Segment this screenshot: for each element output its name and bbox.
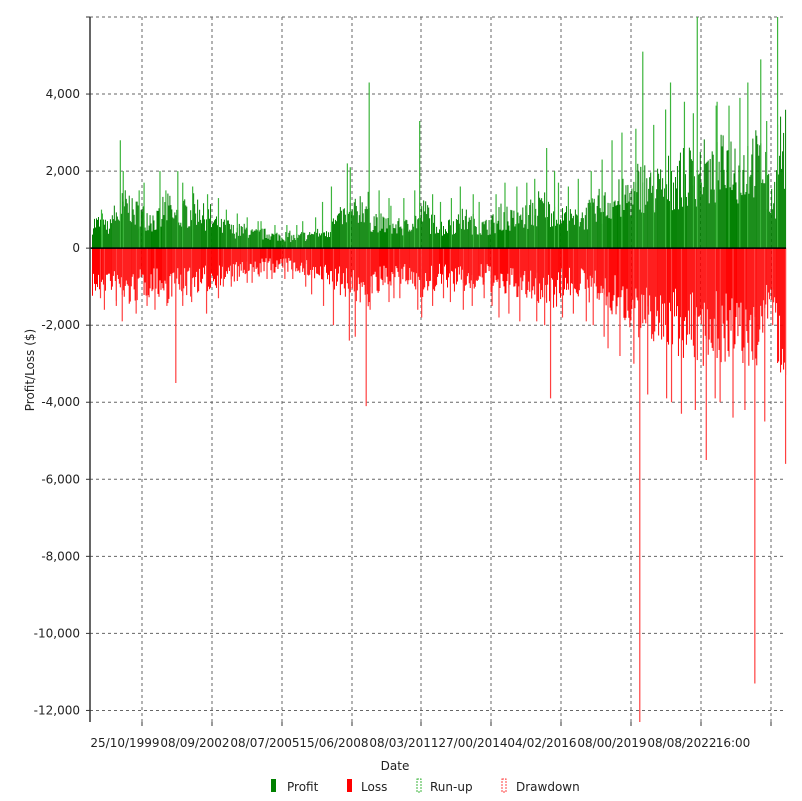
y-tick-label: -8,000 [41, 549, 80, 563]
axes [86, 16, 786, 726]
x-tick-labels: 25/10/1999 08/09/2002 08/07/2005 15/06/2008… [90, 736, 750, 750]
y-tick-labels: 4,000 2,000 0 -2,000 -4,000 -6,000 -8,000 -10,0… [34, 87, 80, 717]
y-tick-label: -6,000 [41, 472, 80, 486]
x-tick-label: 27/00/2014 [438, 736, 507, 750]
x-tick-label: 08/09/2002 [160, 736, 229, 750]
y-tick-label: 4,000 [46, 87, 80, 101]
runup-swatch [416, 778, 422, 793]
bars [92, 17, 787, 722]
legend-item-runup[interactable]: Run-up [416, 778, 473, 794]
legend-item-drawdown[interactable]: Drawdown [501, 778, 580, 794]
y-tick-label: -4,000 [41, 395, 80, 409]
legend-label-drawdown: Drawdown [516, 780, 580, 794]
loss-swatch [347, 779, 352, 792]
legend-label-profit: Profit [287, 780, 319, 794]
legend-label-runup: Run-up [430, 780, 473, 794]
y-tick-label: -12,000 [34, 703, 80, 717]
legend-item-profit[interactable]: Profit [271, 779, 319, 794]
x-tick-label: 16:00 [716, 736, 751, 750]
drawdown-swatch [501, 778, 507, 793]
x-tick-label: 15/06/2008 [299, 736, 368, 750]
y-tick-label: -10,000 [34, 626, 80, 640]
y-axis-label: Profit/Loss ($) [23, 329, 37, 411]
legend: Profit Loss Run-up Drawdown [271, 778, 580, 794]
profit-swatch [271, 779, 276, 792]
x-tick-label: 08/00/2019 [577, 736, 646, 750]
legend-item-loss[interactable]: Loss [347, 779, 387, 794]
y-tick-label: -2,000 [41, 318, 80, 332]
x-tick-label: 08/03/2011 [369, 736, 438, 750]
x-tick-label: 04/02/2016 [507, 736, 576, 750]
y-tick-label: 0 [72, 241, 80, 255]
y-tick-label: 2,000 [46, 164, 80, 178]
x-axis-label: Date [381, 759, 410, 773]
x-tick-label: 25/10/1999 [90, 736, 159, 750]
legend-label-loss: Loss [361, 780, 387, 794]
x-tick-label: 08/08/2022 [647, 736, 716, 750]
x-tick-label: 08/07/2005 [230, 736, 299, 750]
